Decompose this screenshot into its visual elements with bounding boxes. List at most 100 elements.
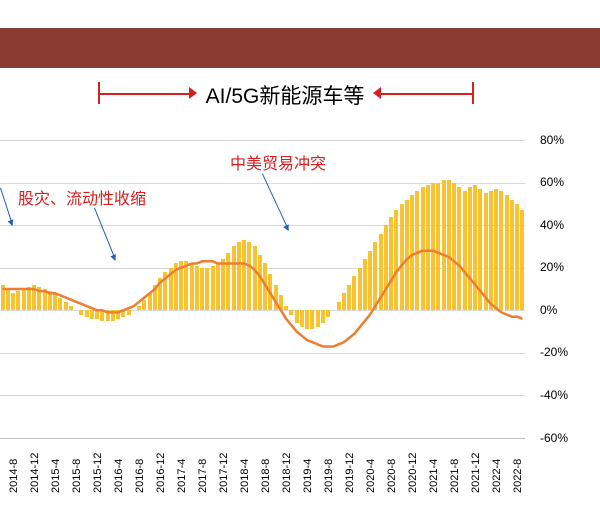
y-tick-label: 80%: [540, 133, 564, 147]
x-tick-label: 2022-4: [491, 459, 503, 493]
bar: [200, 268, 204, 311]
bar: [237, 242, 241, 310]
bar: [148, 293, 152, 310]
bar: [421, 187, 425, 310]
bar: [468, 187, 472, 310]
y-tick-label: 0%: [540, 303, 557, 317]
bar: [221, 259, 225, 310]
bar: [268, 274, 272, 310]
x-tick-label: 2015-4: [50, 459, 62, 493]
bar: [16, 291, 20, 310]
period-label-region: AI/5G新能源车等: [0, 80, 600, 120]
bar: [358, 268, 362, 311]
bar: [274, 285, 278, 311]
x-tick-label: 2019-12: [344, 453, 356, 493]
bar: [153, 285, 157, 311]
bar: [499, 191, 503, 310]
x-tick-label: 2016-8: [134, 459, 146, 493]
x-tick-label: 2021-12: [470, 453, 482, 493]
bar: [373, 242, 377, 310]
x-tick-label: 2014-8: [8, 459, 20, 493]
bar: [6, 289, 10, 310]
bar: [457, 187, 461, 310]
bar: [116, 310, 120, 319]
x-tick-label: 2022-8: [512, 459, 524, 493]
bar: [53, 293, 57, 310]
bar: [211, 266, 215, 311]
bar: [216, 263, 220, 310]
bar: [436, 183, 440, 311]
x-tick-label: 2017-12: [218, 453, 230, 493]
bar: [184, 261, 188, 310]
bar: [447, 180, 451, 310]
bar: [463, 191, 467, 310]
bar: [121, 310, 125, 316]
period-left-arrowhead: [189, 87, 197, 99]
bar: [174, 263, 178, 310]
bar: [295, 310, 299, 323]
bar: [316, 310, 320, 327]
x-tick-label: 2020-4: [365, 459, 377, 493]
bar: [37, 287, 41, 310]
period-right-arrowhead: [373, 87, 381, 99]
bar: [478, 189, 482, 310]
bar: [473, 185, 477, 311]
y-tick-label: 60%: [540, 175, 564, 189]
bar: [426, 185, 430, 311]
bar: [284, 306, 288, 310]
x-tick-label: 2017-4: [176, 459, 188, 493]
x-tick-label: 2020-8: [386, 459, 398, 493]
bar: [394, 210, 398, 310]
x-tick-label: 2014-12: [29, 453, 41, 493]
x-tick-label: 2015-8: [71, 459, 83, 493]
bar: [368, 251, 372, 311]
bar: [64, 302, 68, 311]
bar: [58, 298, 62, 311]
bar: [415, 191, 419, 310]
annotation-stock-crash: 股灾、流动性收缩: [18, 185, 146, 209]
bar: [505, 195, 509, 310]
annotation-trade-war: 中美贸易冲突: [230, 150, 326, 174]
bar: [337, 302, 341, 311]
bar: [389, 217, 393, 311]
bar: [326, 310, 330, 316]
x-tick-label: 2021-8: [449, 459, 461, 493]
bar: [442, 180, 446, 310]
bar: [384, 225, 388, 310]
bar: [27, 287, 31, 310]
gridline: [0, 353, 525, 354]
bar: [410, 195, 414, 310]
bar: [106, 310, 110, 321]
bar: [494, 189, 498, 310]
bar: [363, 259, 367, 310]
bar: [300, 310, 304, 327]
bar: [226, 253, 230, 310]
bar: [11, 293, 15, 310]
x-tick-label: 2021-4: [428, 459, 440, 493]
bar: [232, 246, 236, 310]
bar: [247, 242, 251, 310]
period-right-line: [381, 93, 472, 95]
x-axis: 2014-82014-122015-42015-82015-122016-420…: [0, 448, 525, 508]
y-tick-label: -40%: [540, 388, 568, 402]
x-tick-label: 2017-8: [197, 459, 209, 493]
x-tick-label: 2016-12: [155, 453, 167, 493]
bar: [205, 268, 209, 311]
x-tick-label: 2019-4: [302, 459, 314, 493]
bar: [289, 310, 293, 314]
bar: [142, 300, 146, 311]
bar: [242, 240, 246, 310]
bar: [100, 310, 104, 321]
bar: [169, 268, 173, 311]
bar: [137, 306, 141, 310]
bar: [22, 289, 26, 310]
x-tick-label: 2018-4: [239, 459, 251, 493]
bar: [179, 261, 183, 310]
bar: [43, 289, 47, 310]
bar: [347, 285, 351, 311]
bar: [400, 204, 404, 310]
bar: [1, 285, 5, 311]
bar: [163, 272, 167, 310]
period-right-tick: [472, 82, 474, 104]
bar: [310, 310, 314, 329]
